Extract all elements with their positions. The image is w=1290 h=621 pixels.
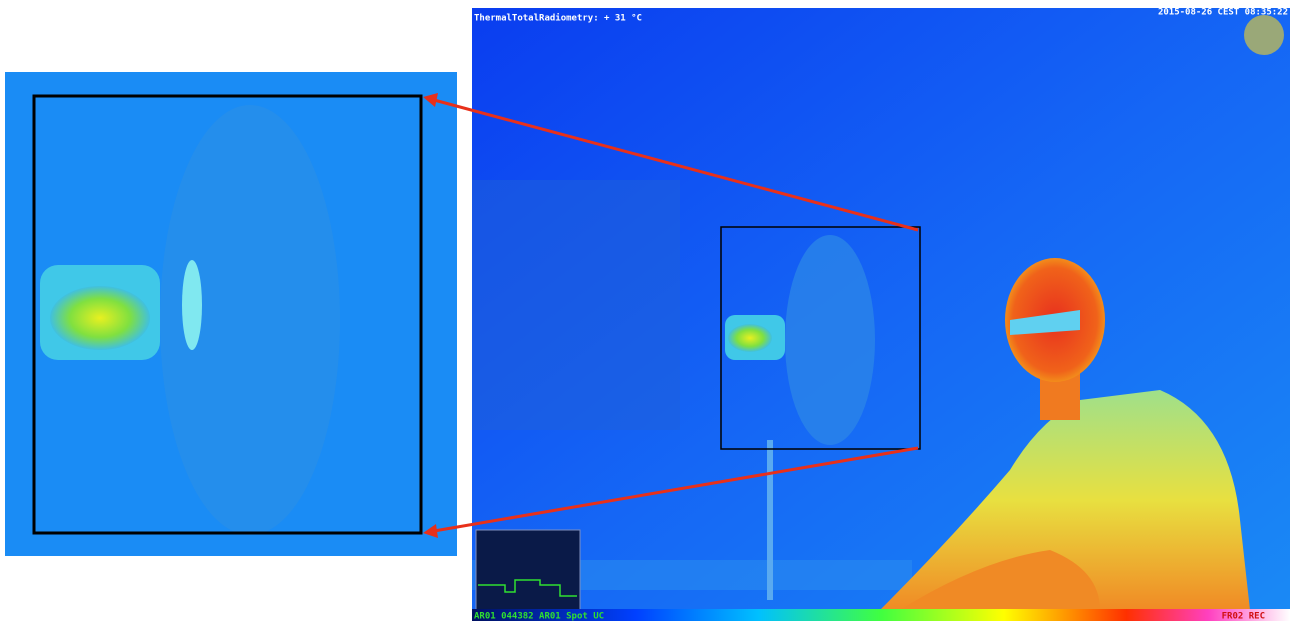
fan-hub [182,260,202,350]
arrow-top [433,98,919,232]
arm [900,550,1100,610]
fan-stand [767,440,773,600]
lamp [1244,15,1284,55]
fan [785,235,875,445]
overlay-bottom-right: FR02 REC [1222,612,1265,621]
hot-core [50,286,150,350]
person-body [880,390,1250,610]
overlay-top-right: 2015-08-26 CEST 08:35:22 [1158,8,1288,18]
arrow-head [423,93,438,107]
graph-line [478,579,577,597]
fan-disc [160,105,340,535]
arrow-head [423,524,438,538]
roi-frame [720,226,921,450]
glasses [1010,310,1080,335]
overlay-bottom-left: AR01 044382 AR01 Spot UC [474,612,604,621]
arrow-bottom [433,446,919,533]
fan-hot-core [728,324,772,352]
overlay-top-left: ThermalTotalRadiometry: + 31 °C [474,13,642,24]
zoom-frame [32,94,423,535]
graph-inset [475,529,581,611]
arrows [423,93,919,538]
color-scale [472,609,1290,621]
window [472,180,680,430]
